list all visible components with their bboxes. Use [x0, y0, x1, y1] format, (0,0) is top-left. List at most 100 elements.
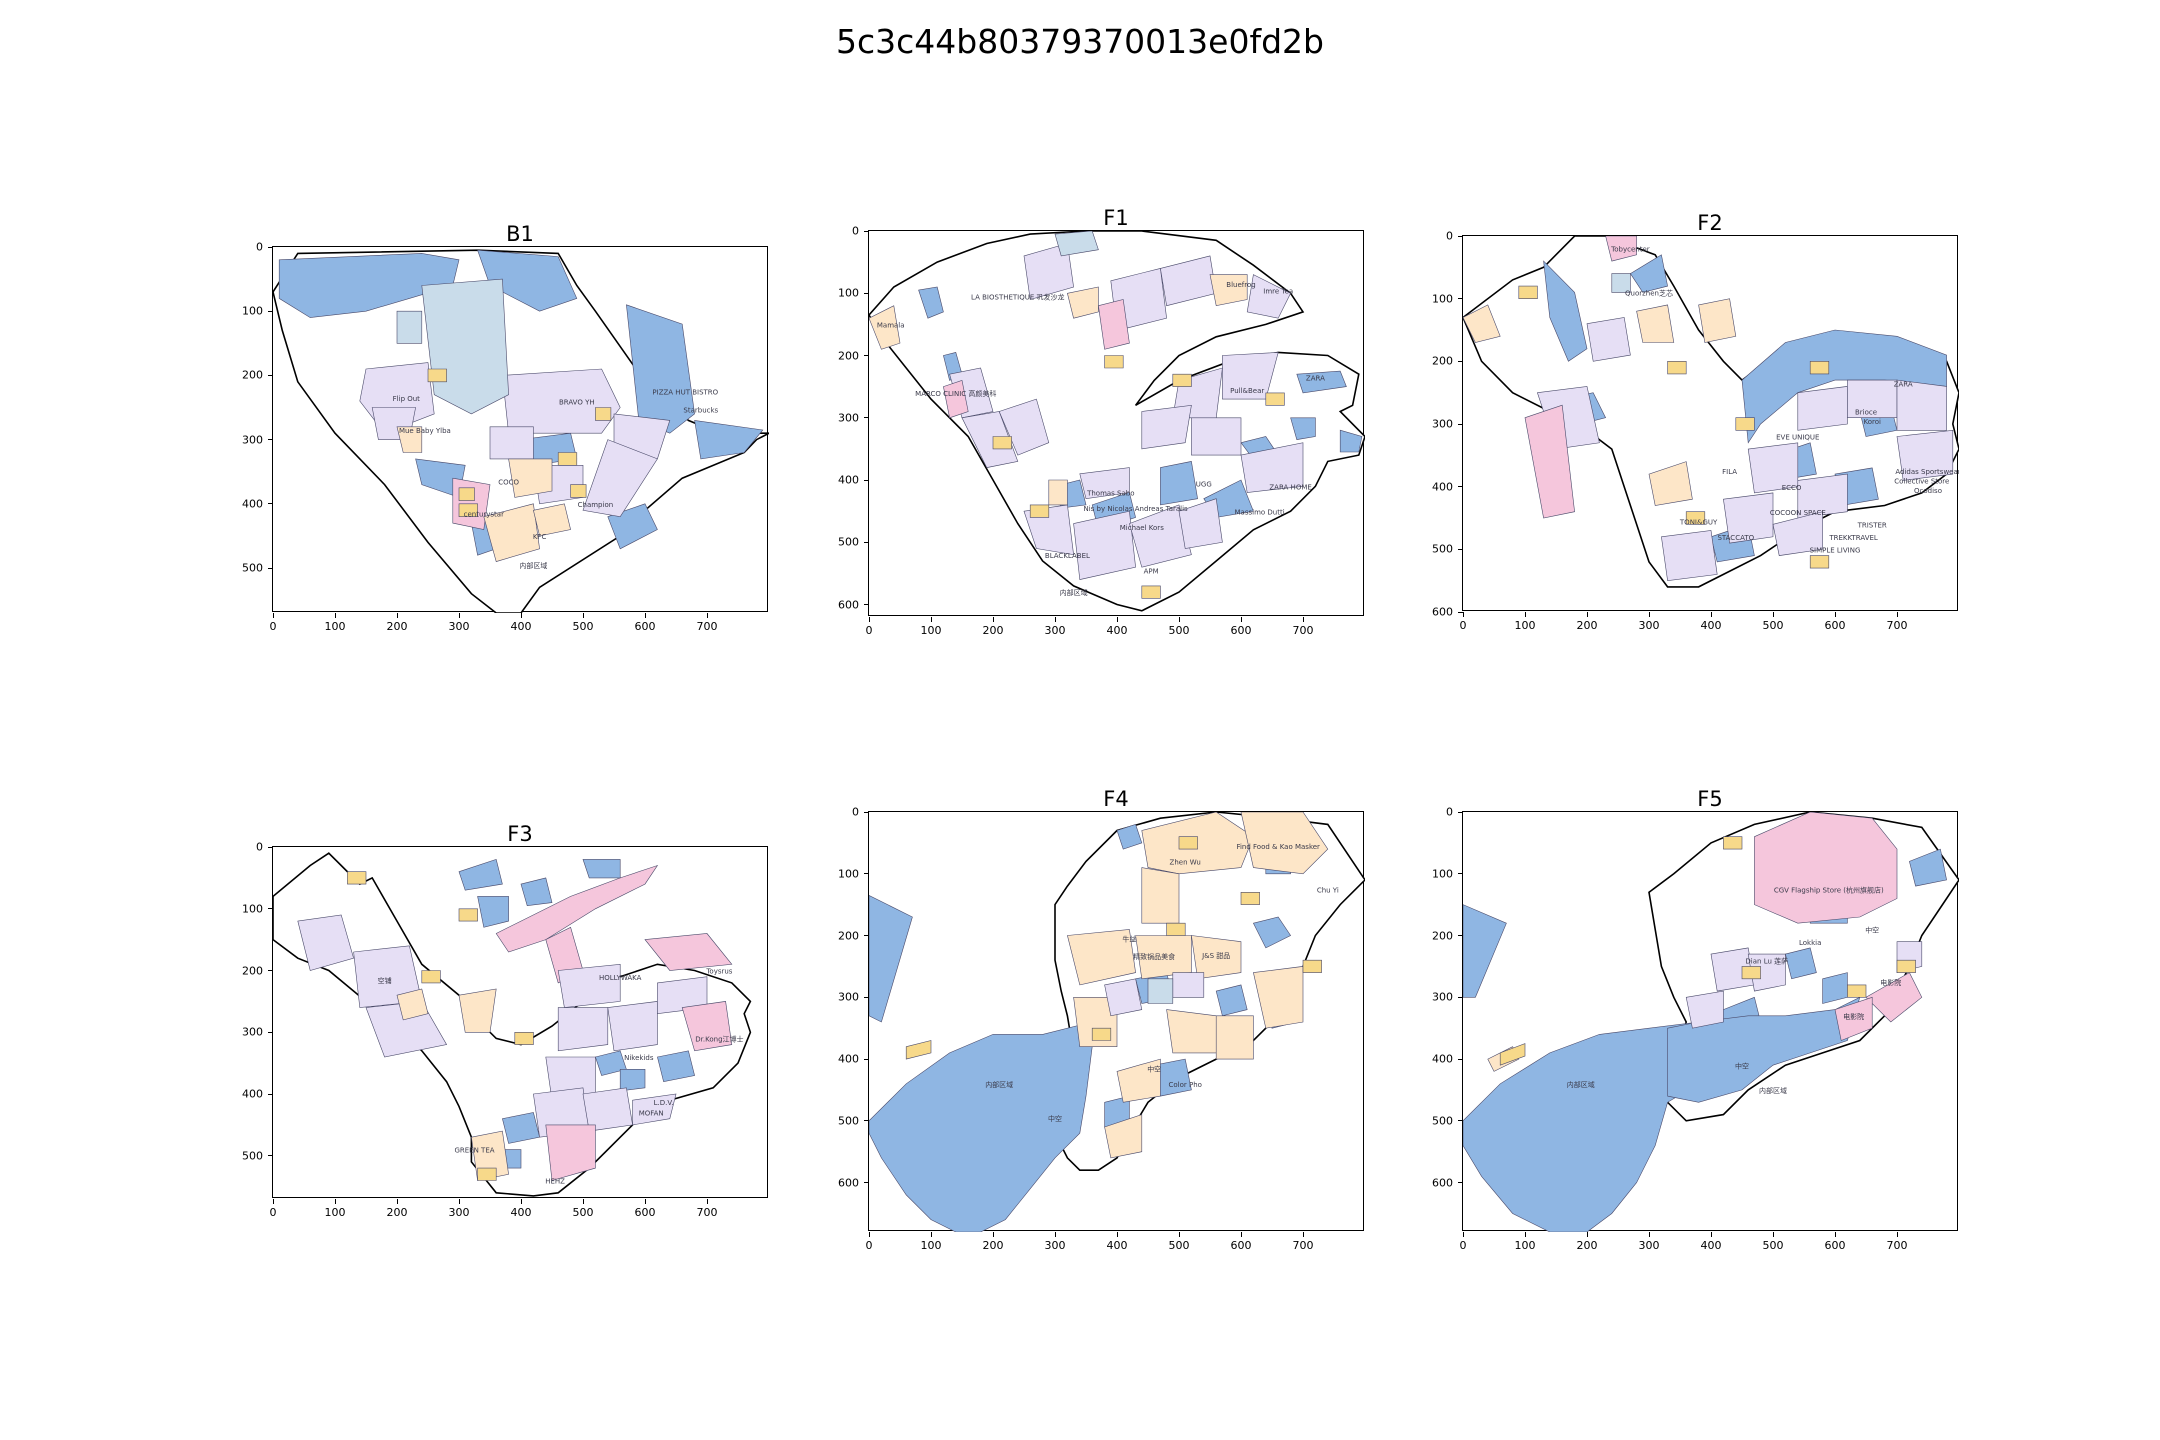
floor-plan-svg: HOLLYWAKA Toysrus Dr.Kong江博士 Nikekids GREEN …: [273, 852, 752, 1197]
area-store: [1661, 530, 1718, 582]
panel-title: F2: [1697, 211, 1723, 235]
area-label: Flip Out: [393, 395, 421, 403]
x-tick-label: 500: [572, 1206, 594, 1219]
area-facility: [427, 368, 447, 383]
y-tick-label: 300: [1432, 417, 1453, 431]
area-label: LA BIOSTHETIQUE 巩发沙龙: [971, 293, 1064, 302]
area-label: Imre Tea: [1263, 287, 1293, 295]
x-tick-mark: [1772, 612, 1774, 617]
y-tick-label: 0: [852, 224, 859, 238]
area-label: BRAVO YH: [559, 398, 595, 406]
area-store: [1104, 978, 1143, 1017]
x-tick-mark: [1054, 1232, 1056, 1237]
map-axes: HOLLYWAKA Toysrus Dr.Kong江博士 Nikekids GREEN …: [242, 841, 768, 1219]
area-food: [1253, 966, 1304, 1029]
floor-plan-svg: LA BIOSTHETIQUE 巩发沙龙 Mamala MARCO CLINIC 高…: [869, 231, 1365, 612]
area-store: [1896, 379, 1947, 431]
building-outline: [273, 249, 769, 613]
area-public: [869, 1021, 1093, 1232]
y-tick-label: 400: [242, 497, 263, 511]
y-tick-label: 300: [242, 433, 263, 447]
area-store: [1586, 317, 1631, 362]
area-label: COCO: [498, 479, 519, 487]
area-food: [1636, 304, 1675, 343]
x-tick-mark: [1772, 1232, 1774, 1237]
area-facility: [992, 436, 1012, 450]
y-tick-label: 500: [242, 1149, 263, 1163]
x-tick-mark: [1524, 1232, 1526, 1237]
x-tick-label: 700: [696, 620, 718, 633]
y-tick-label: 0: [256, 840, 263, 854]
y-tick-label: 600: [838, 598, 859, 612]
y-tick-mark: [864, 935, 869, 937]
y-tick-mark: [1458, 1120, 1463, 1122]
x-tick-mark: [334, 613, 336, 618]
area-label: TRISTER: [1857, 521, 1887, 529]
y-tick-mark: [864, 541, 869, 543]
area-public: [477, 896, 509, 928]
area-food: [1135, 935, 1192, 980]
x-tick-mark: [272, 613, 274, 618]
area-store: [1160, 255, 1217, 307]
x-tick-mark: [1586, 612, 1588, 617]
area-label: STACCATO: [1717, 534, 1754, 542]
x-tick-label: 700: [696, 1206, 718, 1219]
y-tick-mark: [1458, 548, 1463, 550]
x-tick-mark: [1586, 1232, 1588, 1237]
area-facility: [1172, 373, 1192, 387]
area-store: [632, 1093, 677, 1126]
y-tick-label: 100: [1432, 292, 1453, 306]
x-tick-label: 700: [1292, 1239, 1314, 1252]
area-public: [1463, 996, 1761, 1232]
area-public: [1809, 898, 1848, 924]
area-entertainment: [495, 864, 659, 953]
area-label: Adidas Sportswear: [1895, 468, 1959, 476]
x-tick-label: 100: [324, 620, 346, 633]
area-store: [489, 426, 534, 460]
area-label: Tobycenter: [1610, 246, 1650, 254]
y-tick-label: 400: [1432, 1052, 1453, 1066]
area-facility: [1091, 1027, 1112, 1041]
area-public: [1339, 429, 1363, 453]
x-tick-label: 300: [448, 620, 470, 633]
y-tick-mark: [1458, 1058, 1463, 1060]
area-label: 内部区域: [1060, 588, 1088, 597]
building-outline: [1463, 236, 1959, 588]
area-entertainment: [1865, 972, 1923, 1023]
area-public: [694, 420, 764, 460]
area-store: [1240, 442, 1304, 493]
x-tick-label: 100: [1514, 619, 1536, 632]
area-facility: [1104, 355, 1124, 369]
panel-title: F1: [1103, 206, 1129, 230]
x-tick-mark: [1896, 612, 1898, 617]
area-label: Pull&Bear: [1230, 387, 1264, 395]
x-tick-label: 500: [1168, 1239, 1190, 1252]
area-public: [471, 516, 497, 556]
area-facility: [1518, 285, 1538, 300]
y-tick-label: 200: [1432, 354, 1453, 368]
x-tick-mark: [1648, 1232, 1650, 1237]
y-tick-label: 300: [838, 411, 859, 425]
floor-plan-svg: Flip Out Mue Baby Ylba BRAVO YH PIZZA HUT B…: [273, 249, 769, 613]
map-axes: Flip Out Mue Baby Ylba BRAVO YH PIZZA HUT B…: [242, 241, 769, 633]
y-tick-mark: [864, 1058, 869, 1060]
area-label: MARCO CLINIC 高颜美科: [915, 389, 996, 398]
area-store: [1222, 352, 1279, 400]
area-public: [502, 1112, 540, 1144]
area-store: [1178, 498, 1223, 549]
area-entertainment: [644, 933, 733, 971]
y-tick-label: 600: [1432, 1176, 1453, 1190]
area-food: [508, 458, 553, 498]
area-label: Mamala: [877, 322, 905, 330]
area-public: [1215, 984, 1248, 1017]
y-tick-label: 0: [1446, 229, 1453, 243]
y-tick-mark: [268, 439, 273, 441]
area-food: [471, 1130, 509, 1181]
area-label: Color Pho: [1168, 1081, 1201, 1089]
area-store: [1172, 972, 1205, 998]
area-label: TONI&GUY: [1679, 518, 1718, 526]
area-facility: [1741, 966, 1761, 980]
x-tick-mark: [706, 1199, 708, 1204]
area-public: [1265, 854, 1291, 875]
